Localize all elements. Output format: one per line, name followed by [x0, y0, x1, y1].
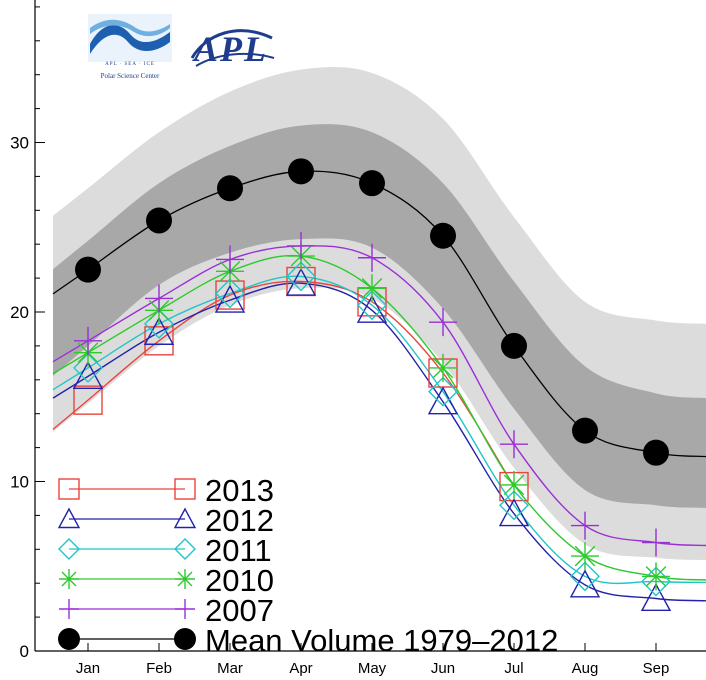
- data-point-1-5: [427, 386, 459, 415]
- data-point-2-6: [499, 490, 529, 521]
- y-tick-label: 30: [10, 134, 29, 153]
- apl-logo: APL: [186, 14, 278, 80]
- legend-marker: [58, 478, 80, 500]
- data-point-3-7: [571, 542, 599, 571]
- data-point-5-8: [643, 439, 669, 466]
- x-tick-label: Mar: [217, 660, 243, 677]
- logo-letters: APL · SEA · ICE: [105, 62, 155, 67]
- legend-marker: [59, 599, 79, 619]
- data-point-4-4: [358, 243, 386, 272]
- wave-icon: [88, 14, 172, 62]
- data-point-5-7: [572, 417, 598, 444]
- spread-bands: [53, 67, 706, 561]
- y-tick-label: 10: [10, 473, 29, 492]
- legend-marker: [174, 538, 196, 560]
- data-point-1-4: [356, 294, 388, 323]
- legend-label: 2012: [205, 503, 274, 538]
- polar-science-center-logo: APL · SEA · ICE Polar Science Center: [88, 14, 172, 84]
- series-line-4: [52, 245, 706, 547]
- data-point-3-8: [642, 562, 670, 591]
- x-tick-label: Apr: [289, 660, 312, 677]
- data-point-4-0: [74, 326, 102, 355]
- data-point-3-5: [429, 353, 457, 382]
- legend-marker: [58, 538, 80, 560]
- legend-label: 2013: [205, 473, 274, 508]
- inner-band: [53, 124, 706, 508]
- legend-marker: [57, 507, 81, 529]
- legend-label: Mean Volume 1979–2012: [205, 623, 558, 658]
- legend-marker: [173, 507, 197, 529]
- data-point-2-7: [570, 561, 600, 592]
- data-point-5-4: [359, 170, 385, 197]
- data-point-5-1: [146, 207, 172, 234]
- data-point-1-8: [640, 582, 672, 612]
- x-tick-label: Jan: [76, 660, 100, 677]
- data-point-4-1: [145, 284, 173, 313]
- data-point-3-6: [500, 470, 528, 499]
- legend-label: 2010: [205, 563, 274, 598]
- series-line-2: [52, 275, 706, 585]
- data-point-5-6: [501, 332, 527, 359]
- x-tick-label: Sep: [643, 660, 670, 677]
- data-point-2-4: [357, 290, 387, 321]
- data-point-1-7: [569, 569, 601, 598]
- legend-marker: [175, 599, 195, 619]
- data-point-2-5: [428, 376, 458, 407]
- logo-name: Polar Science Center: [100, 72, 160, 80]
- legend-marker: [58, 628, 80, 650]
- legend-marker: [174, 628, 196, 650]
- data-point-4-8: [642, 528, 670, 557]
- legend-marker: [175, 569, 195, 589]
- data-point-2-3: [286, 261, 316, 292]
- axes: 0 10 20 30 Jan Feb Mar Apr May Jun Jul Aug Sep: [10, 0, 706, 677]
- data-point-0-1: [144, 326, 174, 356]
- y-tick-label: 20: [10, 303, 29, 322]
- legend-marker: [59, 569, 79, 589]
- data-point-5-0: [75, 256, 101, 283]
- data-point-1-2: [214, 284, 246, 313]
- legend-label: 2007: [205, 593, 274, 628]
- data-point-0-0: [73, 385, 103, 415]
- apl-logo-letters: APL: [194, 29, 268, 69]
- data-point-4-6: [500, 430, 528, 459]
- data-point-1-3: [285, 267, 317, 296]
- series-line-3: [52, 254, 706, 581]
- apl-emblem-icon: [190, 29, 275, 67]
- legend-marker: [174, 478, 196, 500]
- data-point-4-7: [571, 511, 599, 540]
- data-point-4-2: [216, 245, 244, 274]
- data-point-4-5: [429, 308, 457, 337]
- data-point-5-3: [288, 158, 314, 185]
- data-point-5-5: [430, 222, 456, 249]
- x-tick-label: Jun: [431, 660, 455, 677]
- legend-label: 2011: [205, 533, 272, 568]
- series-markers: [72, 158, 672, 612]
- x-tick-label: Feb: [146, 660, 172, 677]
- data-point-3-4: [358, 274, 386, 303]
- y-tick-label: 0: [20, 642, 29, 661]
- data-point-4-3: [287, 231, 315, 260]
- data-point-2-2: [215, 278, 245, 309]
- data-point-2-0: [73, 352, 103, 383]
- x-tick-label: Jul: [504, 660, 523, 677]
- x-tick-label: May: [358, 660, 387, 677]
- x-tick-label: Aug: [572, 660, 599, 677]
- data-point-5-2: [217, 175, 243, 202]
